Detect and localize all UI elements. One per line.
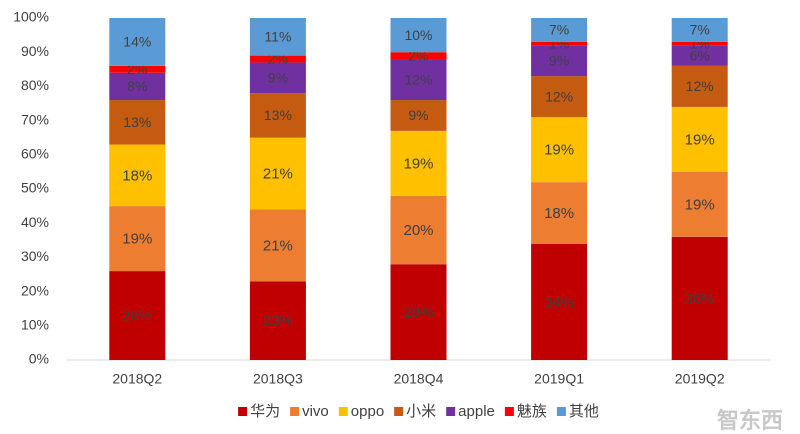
bar-segment [109, 271, 166, 360]
data-label: 11% [264, 29, 291, 45]
bar-segment [531, 18, 588, 42]
data-label: 36% [685, 290, 715, 307]
legend-label: 华为 [250, 403, 280, 420]
legend-label: 小米 [406, 403, 436, 420]
y-tick-label: 60% [21, 146, 49, 162]
bar-segment [390, 100, 447, 131]
y-tick-label: 50% [21, 180, 49, 196]
bar-segment [531, 45, 588, 77]
y-tick-label: 20% [21, 282, 49, 298]
legend-label: 其他 [569, 403, 599, 420]
bar-segment [390, 52, 447, 60]
legend-label: 魅族 [517, 403, 547, 420]
data-label: 19% [685, 196, 715, 213]
data-label: 18% [544, 205, 574, 222]
bar-segment [671, 236, 728, 360]
legend: 华为 vivo oppo 小米 apple 魅族 其他 [238, 403, 599, 420]
data-label: 19% [122, 231, 152, 248]
legend-label: vivo [302, 403, 329, 420]
x-tick-label: 2018Q4 [394, 371, 444, 387]
data-label: 19% [403, 155, 433, 172]
x-tick-label: 2019Q1 [534, 371, 584, 387]
bar-segment [109, 144, 166, 207]
x-tick-label: 2018Q2 [112, 371, 162, 387]
bar-segment [390, 18, 447, 53]
bar-segment [671, 18, 728, 42]
bar-segment [249, 55, 306, 63]
data-label: 13% [264, 107, 292, 123]
bar-segment [109, 18, 166, 66]
data-label: 28% [403, 304, 433, 321]
legend-swatch [290, 407, 300, 416]
data-label: 6% [690, 47, 710, 63]
data-label: 34% [544, 294, 574, 311]
data-label: 7% [690, 22, 710, 38]
data-label: 26% [122, 308, 152, 325]
bar-segment [249, 137, 306, 210]
bar-segment [109, 100, 166, 145]
legend-swatch [446, 407, 456, 416]
bar-segment [249, 93, 306, 138]
bar-segment [249, 62, 306, 94]
bar-segment [531, 243, 588, 360]
data-label: 18% [122, 167, 152, 184]
bar-segment [109, 72, 166, 101]
bar-segment [671, 41, 728, 46]
data-label: 9% [549, 52, 569, 68]
data-label: 13% [123, 114, 151, 130]
data-label: 20% [403, 222, 433, 239]
x-tick-label: 2018Q3 [253, 371, 303, 387]
legend-swatch [556, 407, 566, 416]
legend-label: apple [458, 403, 495, 420]
bar-segment [109, 65, 166, 73]
y-tick-label: 90% [21, 43, 49, 59]
bar-segment [249, 281, 306, 360]
y-tick-label: 40% [21, 214, 49, 230]
y-tick-label: 30% [21, 248, 49, 264]
bar-segment [671, 65, 728, 107]
legend-swatch [394, 407, 404, 416]
data-label: 8% [127, 78, 147, 94]
legend-swatch [338, 407, 348, 416]
data-label: 12% [404, 71, 432, 87]
bar-segment [390, 59, 447, 101]
data-label: 12% [545, 88, 573, 104]
y-tick-label: 70% [21, 111, 49, 127]
bar-segment [531, 41, 588, 46]
y-tick-label: 80% [21, 77, 49, 93]
data-label: 9% [268, 70, 288, 86]
data-label: 10% [404, 27, 432, 43]
x-tick-label: 2019Q2 [675, 371, 725, 387]
y-tick-label: 0% [29, 351, 49, 367]
y-tick-label: 10% [21, 317, 49, 333]
data-label: 19% [544, 142, 574, 159]
data-label: 19% [685, 131, 715, 148]
data-label: 21% [263, 237, 293, 254]
bar-segment [390, 264, 447, 360]
bar-segment [671, 106, 728, 172]
legend-swatch [504, 407, 514, 416]
legend-swatch [238, 407, 248, 416]
data-label: 12% [686, 78, 714, 94]
watermark: 智东西 [717, 408, 783, 433]
bar-segment [671, 171, 728, 237]
y-tick-label: 100% [13, 9, 49, 25]
bar-segment [671, 45, 728, 66]
legend-label: oppo [351, 403, 384, 420]
data-label: 7% [549, 22, 569, 38]
data-label: 14% [123, 34, 151, 50]
bar-segment [531, 182, 588, 244]
bar-segment [531, 117, 588, 183]
bar-segment [249, 209, 306, 282]
bar-segment [390, 130, 447, 196]
bar-segment [531, 76, 588, 118]
bar-segment [249, 18, 306, 56]
bar-segment [390, 195, 447, 265]
bar-segment [109, 206, 166, 272]
data-label: 9% [408, 107, 428, 123]
data-label: 21% [263, 166, 293, 183]
data-label: 23% [263, 313, 293, 330]
